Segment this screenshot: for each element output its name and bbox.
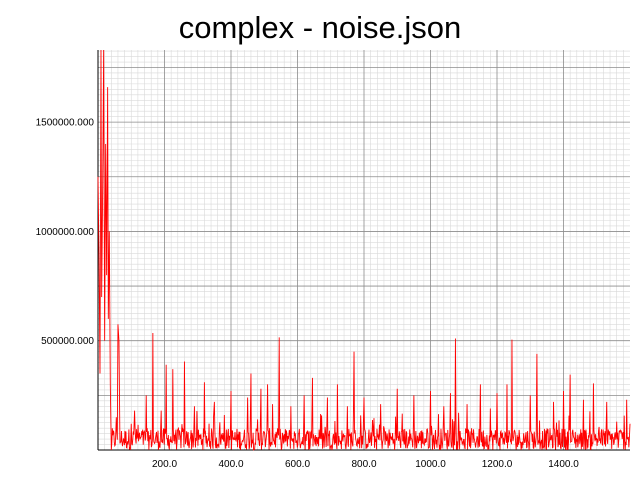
- series-layer: [97, 49, 631, 451]
- major-grid: [98, 50, 630, 450]
- x-tick-label: 1400.0: [548, 459, 579, 470]
- y-tick-label: 1500000.000: [36, 118, 95, 129]
- x-tick-label: 800.0: [351, 459, 376, 470]
- x-tick-label: 1200.0: [482, 459, 513, 470]
- x-tick-label: 200.0: [152, 459, 177, 470]
- x-tick-label: 600.0: [285, 459, 310, 470]
- y-tick-label: 500000.000: [41, 336, 94, 347]
- series-line: [97, 49, 631, 451]
- x-tick-labels: 200.0 400.0 600.0 800.0 1000.0 1200.0 1400.0: [152, 459, 579, 470]
- y-tick-labels: 500000.000 1000000.000 1500000.000: [36, 118, 95, 348]
- x-tick-label: 1000.0: [415, 459, 446, 470]
- x-tick-label: 400.0: [218, 459, 243, 470]
- axes: [97, 50, 630, 451]
- chart-title: complex - noise.json: [178, 10, 462, 45]
- y-tick-label: 1000000.000: [36, 227, 95, 238]
